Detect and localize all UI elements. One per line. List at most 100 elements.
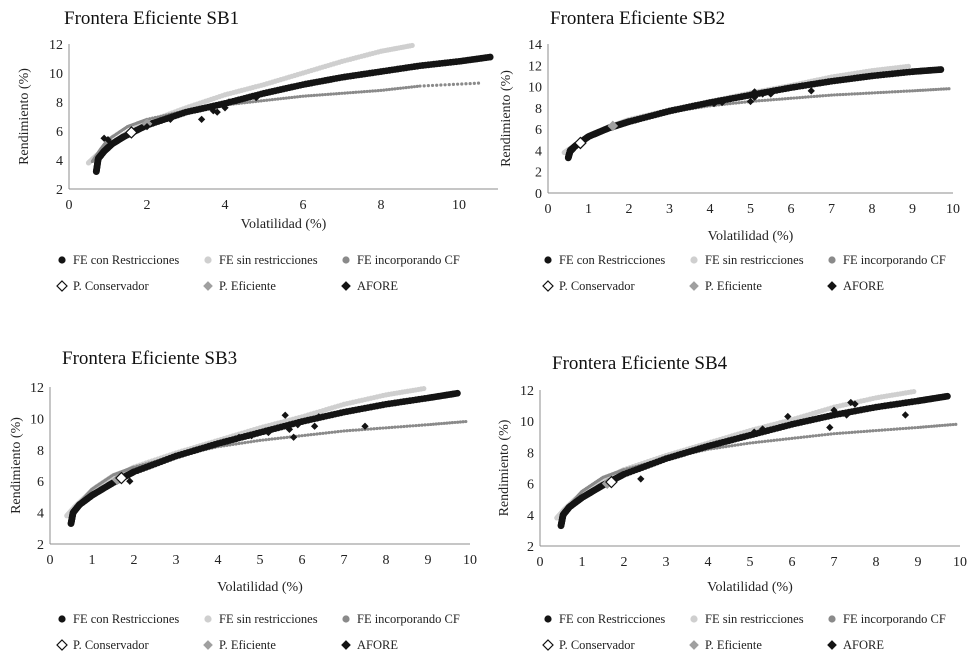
x-tick-label: 2	[144, 198, 151, 213]
y-axis-label: Rendimiento (%)	[499, 70, 514, 167]
x-tick-label: 2	[131, 553, 138, 568]
frontier-point	[252, 439, 256, 443]
frontier-point	[231, 442, 235, 447]
y-tick-label: 10	[528, 81, 542, 96]
frontier-point	[944, 392, 951, 400]
afore-point	[750, 88, 759, 96]
x-tick-label: 0	[66, 198, 73, 213]
frontier-point	[793, 436, 797, 440]
frontier-point	[393, 87, 397, 91]
legend-item-afore: AFORE	[827, 638, 884, 652]
legend-item-afore: AFORE	[341, 638, 398, 652]
frontier-point	[401, 86, 405, 90]
afore-point	[759, 90, 767, 98]
frontier-point	[439, 83, 443, 87]
y-tick-label: 6	[535, 123, 542, 138]
frontier-point	[730, 444, 734, 448]
frontier-point	[841, 92, 845, 97]
series-afore	[637, 398, 910, 483]
frontier-point	[798, 95, 802, 100]
frontier-point	[803, 95, 808, 99]
legend-label: FE sin restricciones	[705, 612, 804, 626]
frontier-point	[259, 99, 263, 103]
frontier-point	[856, 430, 860, 434]
frontier-point	[905, 89, 909, 93]
frontier-point	[255, 439, 259, 443]
legend-label: P. Eficiente	[705, 279, 762, 293]
series-fe-con-restricciones	[67, 389, 461, 527]
frontier-point	[261, 438, 265, 442]
legend-item-fe-sin-restricciones: FE sin restricciones	[690, 612, 804, 626]
afore-point	[901, 411, 910, 419]
y-tick-label: 2	[56, 183, 63, 198]
afore-point	[784, 412, 792, 421]
legend-item-fe-con-restricciones: FE con Restricciones	[544, 612, 665, 626]
frontier-point	[301, 94, 305, 98]
x-tick-label: 6	[788, 202, 795, 217]
legend-marker	[341, 640, 351, 650]
x-tick-label: 4	[222, 198, 229, 213]
afore-point	[281, 411, 289, 419]
frontier-point	[918, 88, 922, 92]
series-p-conservador	[605, 475, 618, 489]
legend-item-fe-incorporando-cf: FE incorporando CF	[828, 253, 946, 267]
y-tick-label: 10	[49, 67, 63, 82]
legend-item-fe-sin-restricciones: FE sin restricciones	[690, 253, 804, 267]
frontier-point	[943, 423, 947, 427]
frontier-point	[407, 85, 411, 89]
frontier-point	[727, 444, 731, 448]
y-tick-label: 4	[37, 507, 44, 522]
x-tick-label: 10	[946, 202, 960, 217]
frontier-point	[808, 434, 812, 438]
frontier-point	[132, 465, 136, 469]
frontier-point	[285, 435, 289, 439]
frontier-point	[778, 438, 782, 442]
frontier-point	[373, 89, 378, 93]
frontier-point	[841, 431, 845, 435]
frontier-point	[948, 423, 953, 427]
frontier-point	[251, 100, 255, 104]
frontier-point	[414, 423, 418, 428]
x-tick-label: 3	[173, 553, 180, 568]
x-tick-label: 8	[873, 555, 880, 570]
afore-point	[851, 400, 859, 408]
frontier-point	[763, 439, 767, 443]
frontier-point	[332, 92, 336, 96]
afore-point	[847, 398, 855, 407]
chart-legend: FE con Restricciones FE sin restricciones…	[542, 253, 946, 293]
frontier-point	[874, 428, 878, 433]
frontier-point	[453, 420, 457, 425]
afore-point	[842, 411, 851, 419]
frontier-point	[787, 437, 791, 441]
frontier-point	[434, 422, 438, 426]
frontier-point	[248, 100, 252, 104]
conservador-point	[605, 475, 618, 489]
legend-label: FE con Restricciones	[559, 612, 665, 626]
frontier-point	[156, 115, 160, 119]
frontier-point	[862, 429, 866, 434]
afore-point	[225, 98, 233, 106]
frontier-point	[864, 91, 868, 95]
frontier-point	[408, 424, 412, 428]
frontier-point	[303, 433, 307, 437]
frontier-point	[382, 88, 386, 92]
frontier-point	[800, 95, 805, 99]
legend-label: P. Conservador	[559, 279, 636, 293]
frontier-point	[892, 427, 896, 431]
legend-item-fe-con-restricciones: FE con Restricciones	[58, 253, 179, 267]
frontier-point	[766, 439, 770, 443]
afore-point	[252, 94, 260, 102]
legend-marker	[544, 615, 552, 623]
frontier-point	[826, 432, 830, 436]
frontier-point	[336, 430, 340, 434]
frontier-point	[923, 88, 928, 92]
y-tick-label: 12	[30, 381, 44, 396]
legend-marker	[203, 640, 213, 650]
y-tick-label: 12	[528, 59, 542, 74]
y-tick-label: 2	[37, 538, 44, 553]
afore-point	[213, 108, 221, 116]
frontier-point	[304, 94, 308, 98]
legend-marker	[341, 281, 351, 291]
frontier-point	[829, 432, 833, 436]
